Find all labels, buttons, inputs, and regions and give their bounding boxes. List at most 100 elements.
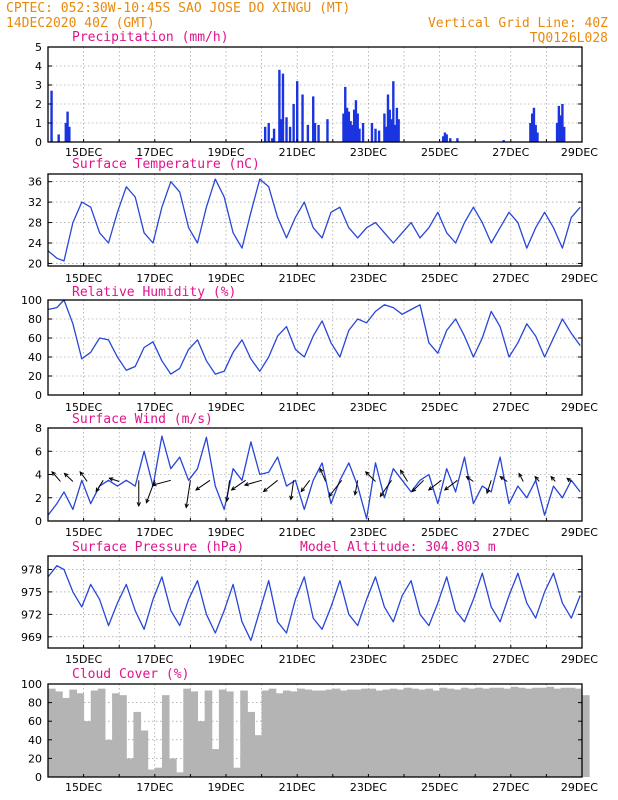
precip-bar xyxy=(301,94,304,142)
precip-bar xyxy=(267,123,270,142)
cloud-cover-bar xyxy=(62,697,70,777)
precip-bar xyxy=(285,117,288,142)
wind-arrow xyxy=(145,480,156,504)
pres-series-line xyxy=(47,565,581,642)
x-tick-label: 25DEC xyxy=(421,781,458,794)
x-tick-label: 21DEC xyxy=(279,653,316,666)
plot-frame xyxy=(47,173,583,267)
cloud-cover-bar xyxy=(553,688,562,777)
y-tick-label: 100 xyxy=(21,678,42,691)
cloud-cover-bar xyxy=(275,693,284,777)
cloud-cover-bar xyxy=(396,689,405,777)
cloud-cover-bar xyxy=(261,690,270,777)
y-tick-label: 0 xyxy=(35,389,42,402)
precip-bar xyxy=(390,119,393,142)
precip-bar xyxy=(456,138,459,142)
precip-bar xyxy=(326,119,329,142)
wind-arrow xyxy=(411,479,424,493)
x-tick-label: 29DEC xyxy=(561,272,598,285)
precip-bar xyxy=(68,126,71,142)
wind-arrow xyxy=(328,480,343,498)
x-tick-label: 15DEC xyxy=(65,653,102,666)
cloud-cover-bar xyxy=(233,767,241,777)
precip-bar xyxy=(388,109,391,142)
precip-bar xyxy=(370,123,374,142)
y-tick-label: 4 xyxy=(35,60,42,73)
precip-bar xyxy=(536,132,539,142)
y-tick-label: 60 xyxy=(28,332,42,345)
y-tick-label: 975 xyxy=(21,586,42,599)
x-tick-label: 27DEC xyxy=(492,401,529,414)
x-tick-label: 29DEC xyxy=(561,653,598,666)
rh-series-line xyxy=(47,299,581,375)
y-tick-label: 40 xyxy=(28,734,42,747)
precip-bar xyxy=(351,124,354,142)
y-tick-label: 20 xyxy=(28,370,42,383)
cloud-cover-bar xyxy=(482,688,490,777)
cloud-cover-bar xyxy=(83,721,92,777)
precip-bar xyxy=(279,119,283,142)
x-tick-label: 27DEC xyxy=(492,526,529,539)
wind-arrow xyxy=(465,476,474,482)
precip-bar xyxy=(349,121,352,142)
y-tick-label: 0 xyxy=(35,136,42,149)
cloud-cover-bar xyxy=(475,687,483,777)
precip-bar xyxy=(312,96,315,142)
y-tick-label: 100 xyxy=(21,294,42,307)
model-altitude-note: Model Altitude: 304.803 m xyxy=(300,540,496,555)
cloud-cover-bar xyxy=(325,689,334,777)
precip-bar xyxy=(317,124,320,142)
cloud-cover-bar xyxy=(297,688,305,777)
plot-frame xyxy=(47,555,583,649)
precip-bar xyxy=(555,123,559,142)
cloud-cover-bar xyxy=(439,687,448,777)
wind-arrow xyxy=(289,480,295,501)
cloud-cover-bar xyxy=(503,688,512,777)
x-tick-label: 17DEC xyxy=(136,401,173,414)
x-tick-label: 27DEC xyxy=(492,653,529,666)
cloud-cover-bar xyxy=(546,686,555,777)
x-tick-label: 19DEC xyxy=(207,781,244,794)
x-tick-label: 19DEC xyxy=(207,653,244,666)
precip-bar xyxy=(393,124,397,142)
precip-bar xyxy=(358,128,361,142)
cloud-cover-bar xyxy=(76,693,85,777)
cloud-cover-bar xyxy=(190,691,199,777)
wind-arrow xyxy=(51,471,61,482)
cloud-cover-bar xyxy=(176,772,184,777)
cloud-cover-bar xyxy=(582,695,590,777)
precip-bar xyxy=(529,123,532,142)
wind-arrow xyxy=(79,470,88,482)
y-tick-label: 0 xyxy=(35,771,42,784)
cloud-cover-bar xyxy=(446,688,455,777)
cloud-cover-bar xyxy=(425,688,433,777)
cloud-cover-bar xyxy=(354,689,362,777)
precip-bar xyxy=(530,113,534,142)
cloud-cover-bar xyxy=(525,688,533,777)
x-tick-label: 23DEC xyxy=(350,781,387,794)
panel-humidity: Relative Humidity (%) 0 20 40 60 80 100 15DEC 17… xyxy=(21,285,598,414)
x-tick-label: 21DEC xyxy=(279,401,316,414)
x-tick-label: 19DEC xyxy=(207,146,244,159)
wind-arrow xyxy=(353,480,359,496)
x-tick-label: 29DEC xyxy=(561,401,598,414)
cloud-cover-bar xyxy=(411,688,419,777)
cloud-cover-bar xyxy=(140,730,149,777)
cloud-cover-bar xyxy=(567,687,576,777)
y-tick-label: 4 xyxy=(35,469,42,482)
precip-bar xyxy=(383,113,386,142)
precip-bar xyxy=(563,126,566,142)
precip-bar xyxy=(449,138,452,142)
x-tick-label: 29DEC xyxy=(561,526,598,539)
x-tick-label: 23DEC xyxy=(350,653,387,666)
precip-bar xyxy=(561,104,564,142)
y-tick-label: 0 xyxy=(35,515,42,528)
precip-bar xyxy=(272,128,276,142)
cloud-cover-bar xyxy=(240,690,248,777)
y-tick-label: 6 xyxy=(35,445,42,458)
precip-bar xyxy=(392,81,395,142)
wind-arrow xyxy=(485,480,492,495)
cloud-cover-bar xyxy=(489,687,498,777)
precip-bar xyxy=(313,123,317,142)
x-tick-label: 17DEC xyxy=(136,526,173,539)
